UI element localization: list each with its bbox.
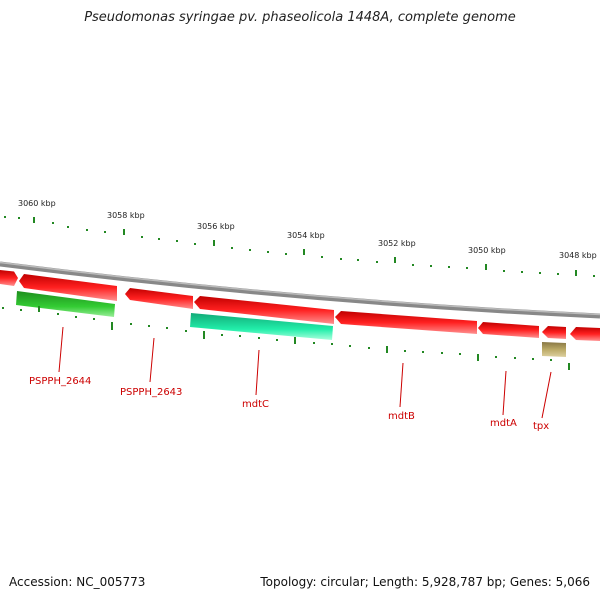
gene-label-pspph-2643[interactable]: PSPPH_2643 xyxy=(120,387,182,398)
accession-text: Accession: NC_005773 xyxy=(9,575,146,589)
genome-summary-text: Topology: circular; Length: 5,928,787 bp… xyxy=(260,575,590,589)
reverse-strand-genes xyxy=(16,291,566,357)
gene-arrow[interactable] xyxy=(19,274,117,301)
label-leader-lines xyxy=(58,326,552,419)
kbp-labels: 3060 kbp 3058 kbp 3056 kbp 3054 kbp 3052… xyxy=(18,199,597,260)
genome-backbone xyxy=(0,261,600,319)
gene-bar-mdtc[interactable] xyxy=(190,313,333,340)
upper-tick-row xyxy=(4,216,595,277)
kbp-label-3050: 3050 kbp xyxy=(468,246,506,255)
forward-strand-genes xyxy=(0,270,600,341)
kbp-label-3048: 3048 kbp xyxy=(559,251,597,260)
gene-arrow[interactable] xyxy=(335,311,477,334)
lower-tick-row xyxy=(2,306,570,370)
gene-label-pspph-2644[interactable]: PSPPH_2644 xyxy=(29,376,91,387)
gene-arrow[interactable] xyxy=(542,326,566,339)
gene-label-mdta[interactable]: mdtA xyxy=(490,418,517,429)
gene-arrow[interactable] xyxy=(570,327,600,341)
kbp-label-3054: 3054 kbp xyxy=(287,231,325,240)
kbp-label-3056: 3056 kbp xyxy=(197,222,235,231)
gene-bar-tpx[interactable] xyxy=(542,342,566,357)
gene-arrow[interactable] xyxy=(478,322,539,338)
gene-arrow[interactable] xyxy=(125,288,193,309)
kbp-label-3052: 3052 kbp xyxy=(378,239,416,248)
gene-label-mdtb[interactable]: mdtB xyxy=(388,411,415,422)
gene-arrow[interactable] xyxy=(0,270,18,286)
gene-label-tpx[interactable]: tpx xyxy=(533,421,549,432)
genome-title: Pseudomonas syringae pv. phaseolicola 14… xyxy=(84,10,516,25)
gene-label-mdtc[interactable]: mdtC xyxy=(242,399,269,410)
kbp-label-3060: 3060 kbp xyxy=(18,199,56,208)
gene-bar-pspph-2644[interactable] xyxy=(16,291,115,317)
kbp-label-3058: 3058 kbp xyxy=(107,211,145,220)
gene-arrow[interactable] xyxy=(194,296,334,324)
gene-labels: PSPPH_2644 PSPPH_2643 mdtC mdtB mdtA tpx xyxy=(29,376,549,432)
